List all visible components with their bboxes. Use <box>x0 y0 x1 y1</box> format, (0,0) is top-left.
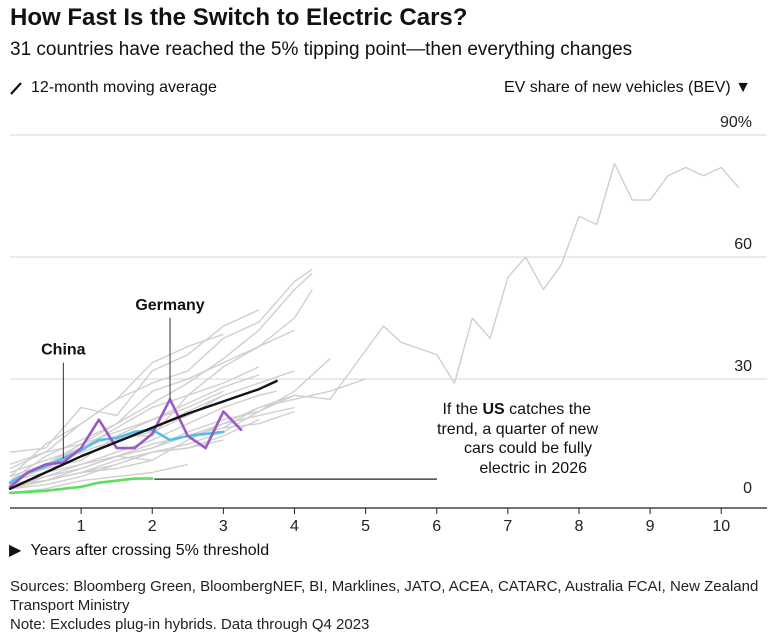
x-tick-label-6: 6 <box>432 518 441 535</box>
x-axis-title-text: Years after crossing 5% threshold <box>30 542 269 559</box>
series-line-norway <box>223 162 740 429</box>
y-tick-label-60: 60 <box>734 236 752 253</box>
moving-average-legend: 12-month moving average <box>9 79 217 97</box>
series-line-country-d <box>9 329 295 482</box>
germany-series-label: Germany <box>135 297 204 314</box>
us-annotation-pre: If the <box>442 401 482 418</box>
us-annotation-line-2: trend, a quarter of new <box>437 421 598 438</box>
us-annotation-line-4: electric in 2026 <box>479 460 587 477</box>
y-tick-label-0: 0 <box>743 480 752 497</box>
us-annotation-bold: US <box>482 401 505 418</box>
x-tick-label-10: 10 <box>712 518 730 535</box>
chart-subtitle: 31 countries have reached the 5% tipping… <box>10 39 633 60</box>
x-tick-label-2: 2 <box>148 518 157 535</box>
line-chart: 0 30 60 90% 1 2 3 4 5 6 7 8 9 10 China Germany ▶ Years… <box>8 114 767 559</box>
other-countries-layer <box>9 162 740 494</box>
series-line-us <box>8 477 154 495</box>
trend-line <box>8 379 278 490</box>
x-tick-label-3: 3 <box>219 518 228 535</box>
series-line-germany <box>8 397 243 489</box>
series-line-country-o <box>9 406 295 486</box>
x-tick-label-8: 8 <box>575 518 584 535</box>
x-axis-title: ▶ Years after crossing 5% threshold <box>9 542 269 559</box>
label-layer: China Germany <box>41 297 437 480</box>
us-annotation-post: catches the <box>505 401 591 418</box>
us-annotation-line-1: If the US catches the <box>442 401 591 418</box>
sources-text: Sources: Bloomberg Green, BloombergNEF, … <box>10 578 759 614</box>
us-annotation-line-3: cars could be fully <box>464 440 592 457</box>
note-text: Note: Excludes plug-in hybrids. Data thr… <box>10 616 370 633</box>
x-tick-label-7: 7 <box>503 518 512 535</box>
series-line-country-u <box>9 390 224 466</box>
right-triangle-icon: ▶ <box>9 542 22 559</box>
moving-average-label: 12-month moving average <box>31 79 217 96</box>
series-line-country-c <box>9 309 260 453</box>
highlight-layer <box>8 379 278 495</box>
us-annotation: If the US catches the trend, a quarter o… <box>437 401 598 477</box>
x-tick-label-9: 9 <box>646 518 655 535</box>
x-tick-label-4: 4 <box>290 518 299 535</box>
series-line-country-s <box>9 374 260 474</box>
series-line-country-q <box>9 459 153 486</box>
down-triangle-icon: ▼ <box>735 79 751 96</box>
series-line-country-n <box>9 463 188 494</box>
grid-layer: 0 30 60 90% 1 2 3 4 5 6 7 8 9 10 <box>10 114 767 535</box>
chart-title: How Fast Is the Switch to Electric Cars? <box>10 4 468 31</box>
slash-line-icon <box>10 82 22 95</box>
y-measure-label: EV share of new vehicles (BEV) <box>503 79 731 96</box>
chart-footer: Sources: Bloomberg Green, BloombergNEF, … <box>10 577 765 634</box>
y-measure-legend: EV share of new vehicles (BEV) ▼ <box>504 79 751 97</box>
y-tick-label-30: 30 <box>734 358 752 375</box>
y-tick-label-90: 90% <box>720 114 752 131</box>
series-line-country-g <box>9 390 277 486</box>
china-series-label: China <box>41 342 86 359</box>
x-tick-label-1: 1 <box>77 518 86 535</box>
x-tick-label-5: 5 <box>361 518 370 535</box>
